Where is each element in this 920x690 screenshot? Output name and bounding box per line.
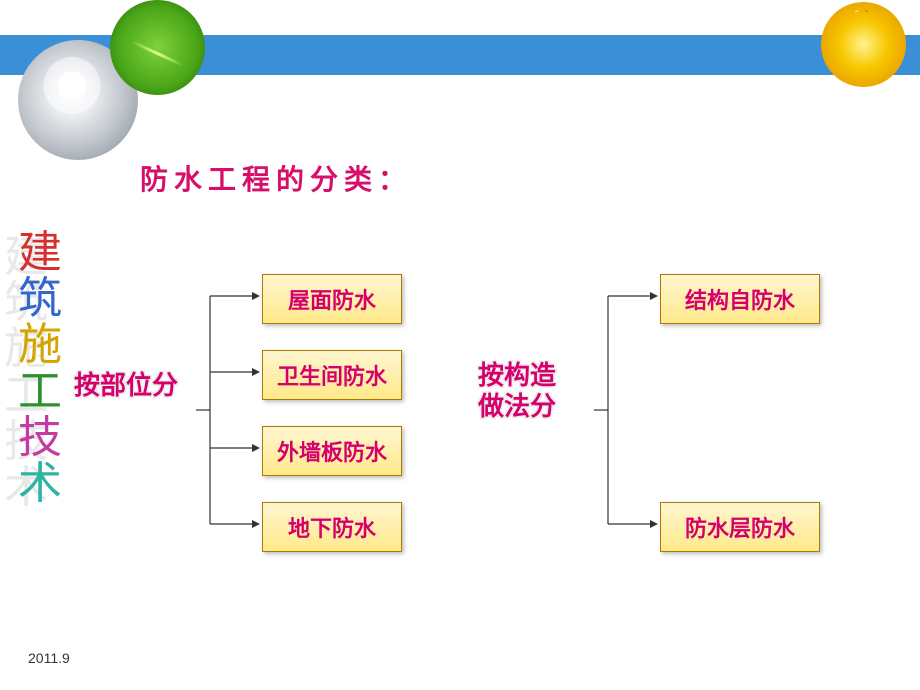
side-char: 施施 [10, 322, 70, 368]
side-char: 术术 [10, 461, 70, 507]
node-underground: 地下防水 [262, 502, 402, 552]
footer-date: 2011.9 [28, 650, 70, 666]
node-structural: 结构自防水 [660, 274, 820, 324]
node-bathroom: 卫生间防水 [262, 350, 402, 400]
tree-root-left: 按部位分 [74, 370, 178, 401]
node-roof: 屋面防水 [262, 274, 402, 324]
side-char: 工工 [10, 369, 70, 415]
side-char: 建建 [10, 230, 70, 276]
node-wallpanel: 外墙板防水 [262, 426, 402, 476]
side-char: 技技 [10, 415, 70, 461]
side-vertical-text: 建建筑筑施施工工技技术术 [10, 230, 70, 507]
decoration-leaf [110, 0, 205, 95]
root-right-line: 按构造 [478, 360, 556, 391]
connectors [0, 0, 920, 690]
side-char: 筑筑 [10, 276, 70, 322]
root-right-line: 做法分 [478, 391, 556, 422]
decoration-yellow [821, 2, 906, 87]
node-layer: 防水层防水 [660, 502, 820, 552]
slide-title: 防水工程的分类： [140, 158, 412, 198]
tree-root-right: 按构造做法分 [478, 360, 556, 422]
